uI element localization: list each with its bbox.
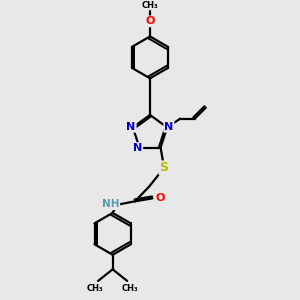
- Text: CH₃: CH₃: [122, 284, 138, 293]
- Text: NH: NH: [102, 199, 119, 209]
- Text: CH₃: CH₃: [87, 284, 104, 293]
- Text: N: N: [164, 122, 173, 132]
- Text: N: N: [133, 143, 142, 153]
- Text: CH₃: CH₃: [142, 1, 158, 10]
- Text: O: O: [156, 194, 165, 203]
- Text: S: S: [160, 161, 169, 174]
- Text: O: O: [145, 16, 155, 26]
- Text: N: N: [127, 122, 136, 132]
